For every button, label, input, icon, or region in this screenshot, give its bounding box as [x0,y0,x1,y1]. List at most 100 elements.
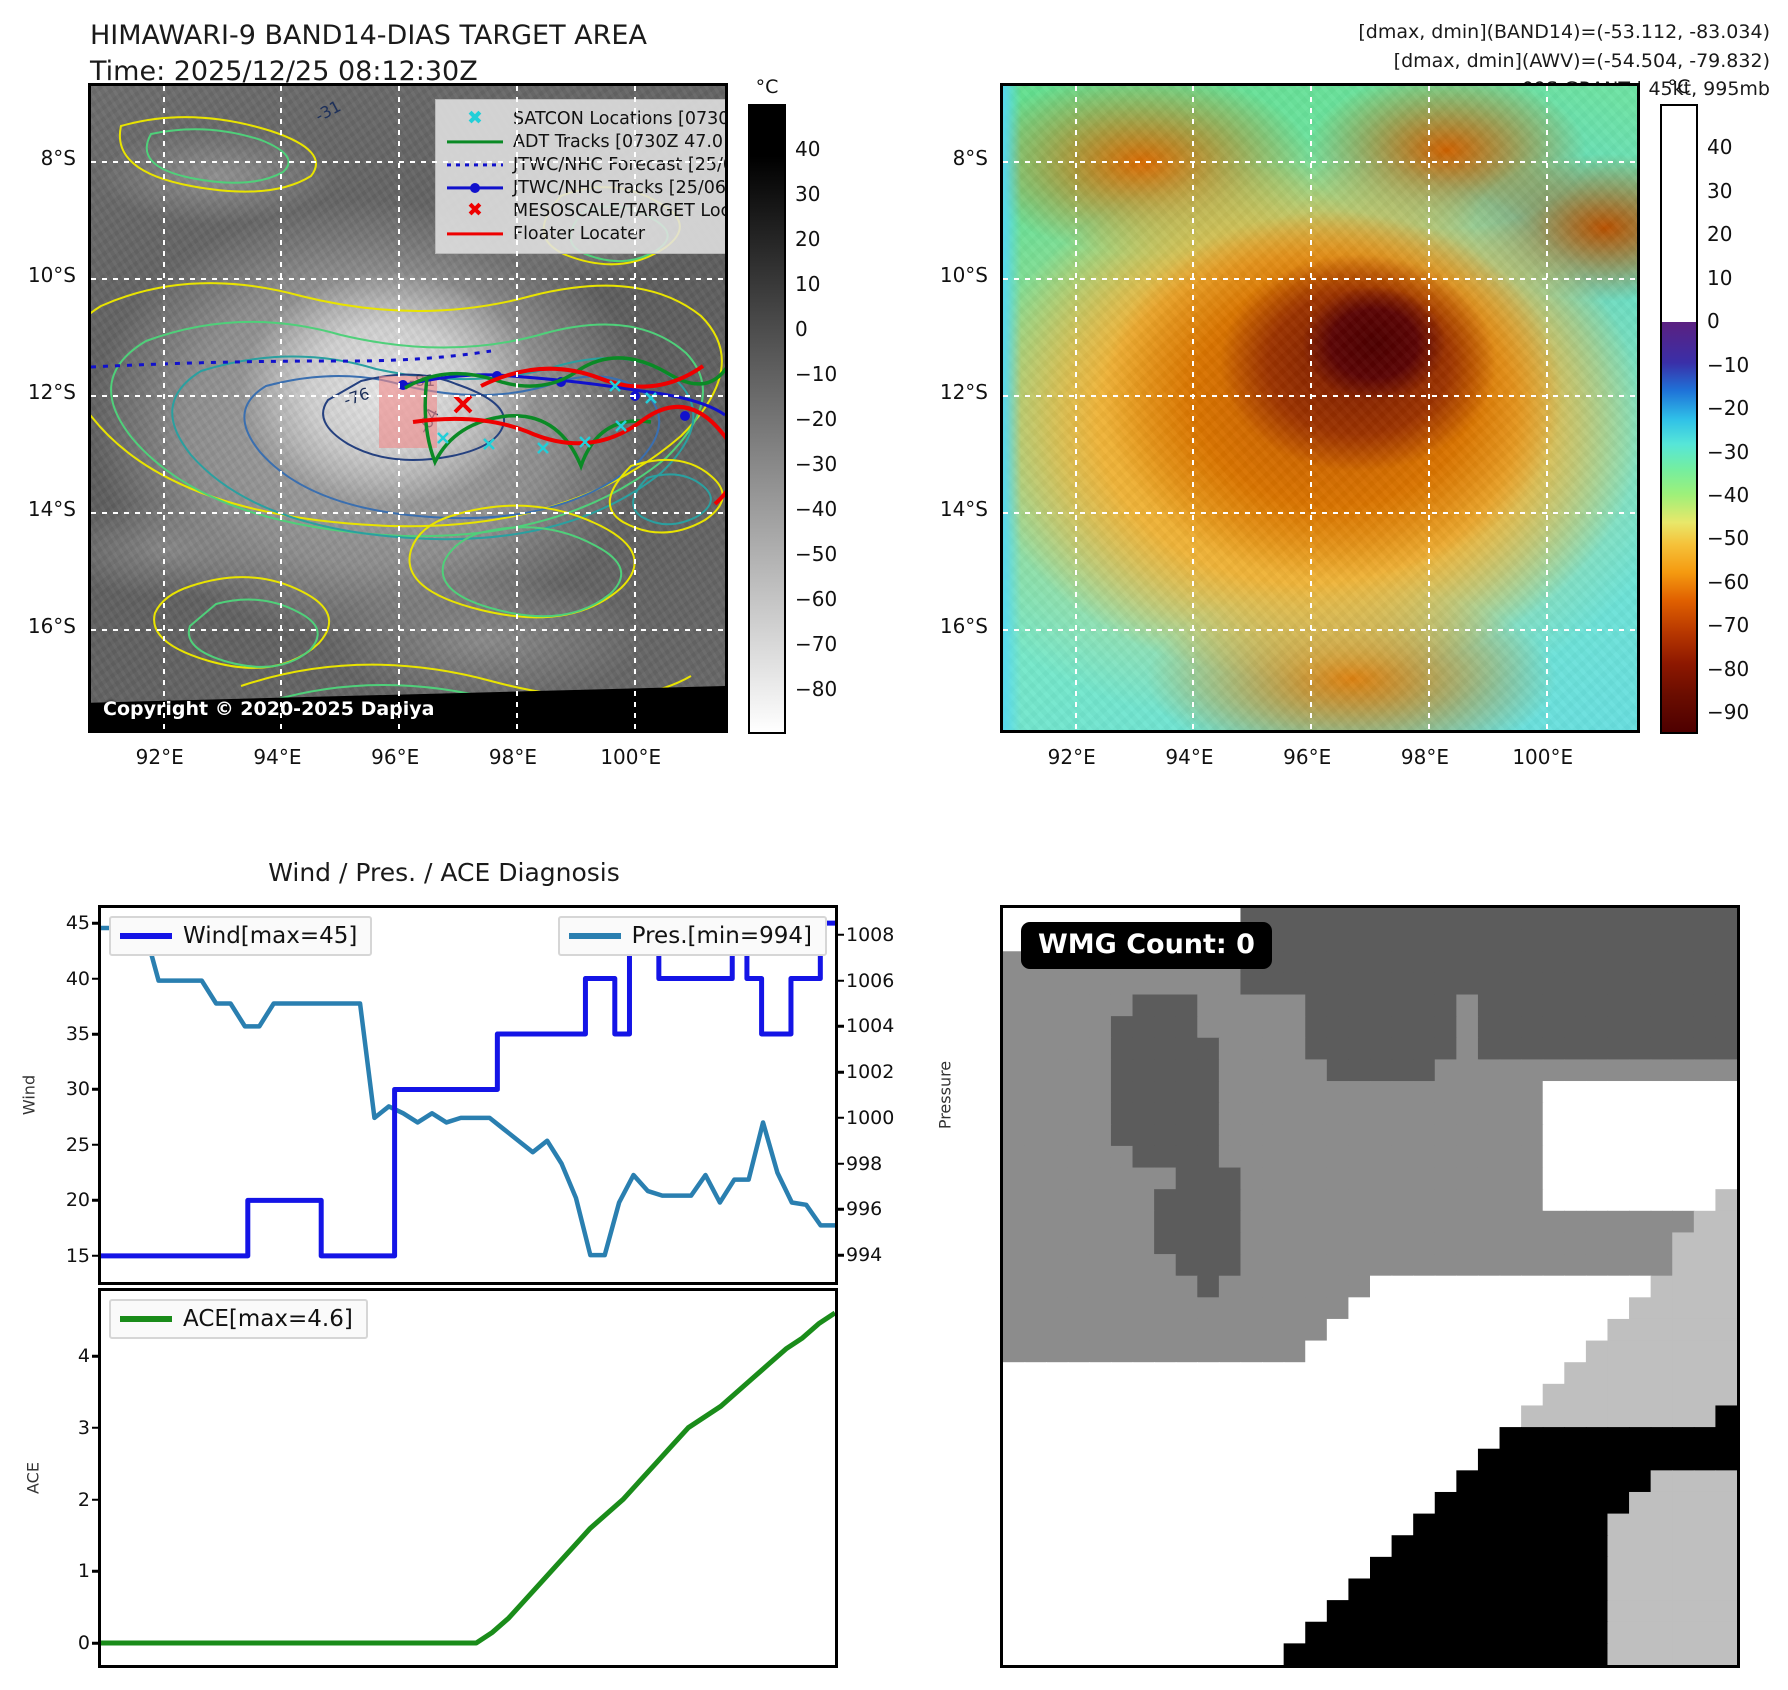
wmg-cell [1175,1210,1198,1234]
wmg-cell [1067,1362,1091,1385]
wmg-cell [1046,1232,1069,1255]
wmg-panel[interactable]: WMG Count: 0 [1000,905,1740,1668]
wmg-cell [1175,1535,1198,1558]
wmg-cell [1499,1427,1522,1450]
wmg-cell [1218,1189,1242,1212]
wmg-cell [1456,1383,1479,1407]
wind-tick-mark [92,1254,101,1258]
dot-marker-icon [470,182,480,193]
wmg-cell [1370,929,1393,952]
wmg-cell [1283,1254,1306,1277]
pressure-tick-mark [835,979,844,982]
wmg-cell [1693,1081,1717,1104]
wmg-cell [1154,1600,1177,1623]
wmg-cell [1456,908,1479,931]
wmg-cell [1089,1210,1112,1234]
wmg-cell [1715,1145,1737,1169]
awv-colorbar-tick: 20 [1707,222,1733,247]
wmg-cell [1046,1124,1069,1147]
wmg-cell [1348,1145,1371,1169]
dmax-dmin-awv: [dmax, dmin](AWV)=(-54.504, -79.832) [1393,49,1770,72]
awv-colorbar-tick: −50 [1707,526,1750,551]
wmg-cell [1521,1513,1544,1536]
wmg-cell [1240,1102,1263,1125]
wmg-cell [1348,929,1371,952]
wmg-cell [1693,1513,1717,1536]
awv-lat-tick: 14°S [939,496,988,521]
awv-lat-tick: 8°S [952,145,988,170]
wmg-cell [1434,1491,1458,1515]
wmg-cell [1218,1643,1242,1665]
legend-item-label: Floater Locater [513,223,646,244]
wmg-cell [1067,1513,1091,1536]
wmg-cell [1413,1275,1436,1299]
wmg-cell [1003,1578,1026,1601]
wmg-cell [1499,1124,1522,1147]
wmg-cell [1542,1621,1565,1645]
legend-key-dotted-icon [445,155,505,175]
header-stats: [dmax, dmin](BAND14)=(-53.112, -83.034) … [1358,18,1770,104]
wmg-cell [1477,1297,1501,1320]
wmg-cell [1305,908,1328,931]
wmg-cell [1434,994,1458,1017]
wmg-cell [1024,1578,1047,1601]
wmg-cell [1585,1513,1609,1536]
wmg-cell [1089,1232,1112,1255]
wmg-cell [1693,1600,1717,1623]
wmg-cell [1499,1037,1522,1061]
wmg-cell [1110,1275,1134,1299]
latitude-gridline [1003,511,1637,514]
wmg-cell [1348,1513,1371,1536]
wmg-cell [1262,1210,1285,1234]
wmg-cell [1240,1081,1263,1104]
wmg-cell [1370,1124,1393,1147]
wmg-cell [1067,1297,1091,1320]
wmg-cell [1715,1297,1737,1320]
awv-satellite-panel[interactable] [1000,83,1640,733]
wmg-cell [1154,1470,1177,1493]
wmg-cell [1218,1016,1242,1039]
wmg-cell [1348,951,1371,974]
wmg-cell [1305,972,1328,996]
wind-pressure-plot[interactable]: Wind Pressure Wind[max=45] Pres.[min=994… [19,905,955,1285]
wmg-cell [1326,1405,1350,1428]
wmg-cell [1197,1405,1220,1428]
wmg-cell [1477,1189,1501,1212]
wmg-cell [1262,972,1285,996]
wmg-cell [1240,1405,1263,1428]
wmg-cell [1240,1232,1263,1255]
wmg-cell [1456,1297,1479,1320]
wmg-cell [1629,1167,1652,1190]
wmg-cell [1132,1145,1155,1169]
wmg-cell [1262,1600,1285,1623]
wmg-cell [1715,1318,1737,1342]
ir-satellite-panel[interactable]: -31 -76 -81 -64 [88,83,728,733]
wmg-cell [1499,1145,1522,1169]
longitude-gridline [162,86,165,730]
wmg-cell [1715,1037,1737,1061]
wmg-cell [1391,1427,1414,1450]
wmg-cell [1434,1254,1458,1277]
wmg-cell [1391,951,1414,974]
wmg-cell [1629,1189,1652,1212]
pressure-tick-label: 1006 [846,969,895,992]
wmg-cell [1175,1470,1198,1493]
ace-legend: ACE[max=4.6] [109,1299,368,1339]
wmg-cell [1521,929,1544,952]
wmg-cell [1391,1643,1414,1665]
wmg-cell [1305,951,1328,974]
dmax-dmin-band14: [dmax, dmin](BAND14)=(-53.112, -83.034) [1358,21,1770,43]
wmg-cell [1067,1491,1091,1515]
wmg-cell [1132,1362,1155,1385]
wmg-cell [1348,994,1371,1017]
wmg-cell [1564,1405,1587,1428]
wmg-cell [1542,1318,1565,1342]
wmg-cell [1693,1448,1717,1472]
wmg-cell [1305,994,1328,1017]
wmg-cell [1650,929,1673,952]
wmg-cell [1391,1059,1414,1082]
ace-plot[interactable]: ACE ACE[max=4.6] 0 1 2 3 4 [24,1288,838,1668]
wmg-cell [1693,1556,1717,1580]
wmg-cell [1175,1232,1198,1255]
wind-tick-mark [92,1199,101,1202]
